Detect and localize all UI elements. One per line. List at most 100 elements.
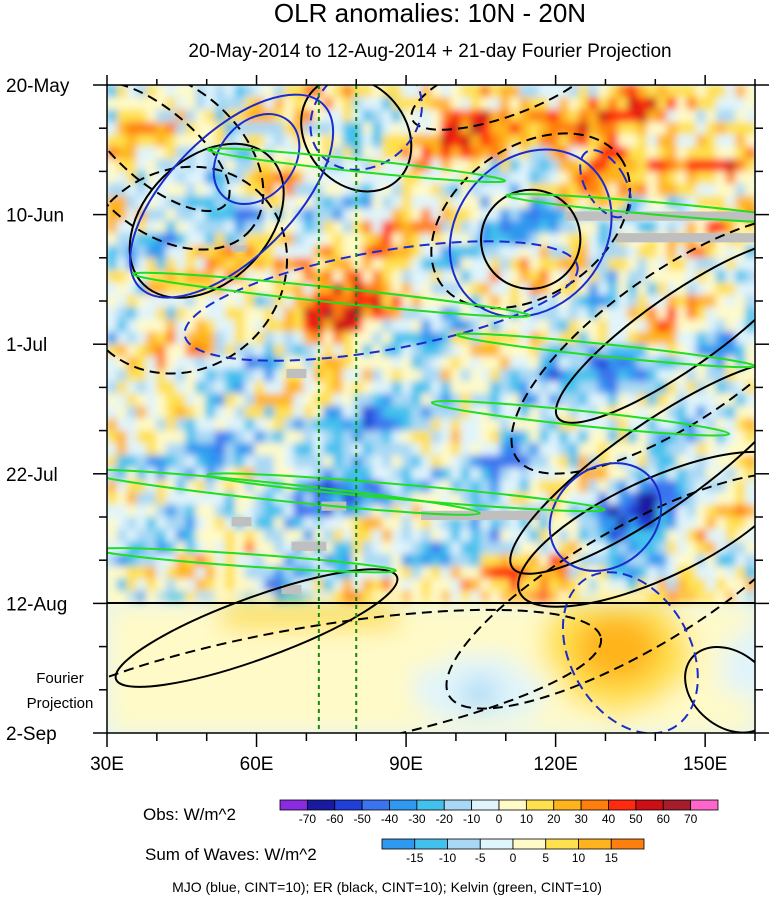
obs-cell bbox=[224, 208, 236, 222]
obs-cell bbox=[676, 578, 688, 593]
obs-cell bbox=[146, 442, 158, 457]
obs-cell bbox=[381, 517, 393, 531]
obs-cell bbox=[205, 319, 216, 333]
projection-cell bbox=[576, 629, 594, 644]
obs-cell bbox=[126, 208, 138, 222]
obs-cell bbox=[715, 282, 727, 296]
obs-cell bbox=[323, 529, 334, 543]
obs-cell bbox=[725, 171, 737, 185]
obs-cell bbox=[401, 97, 413, 111]
obs-cell bbox=[647, 270, 658, 284]
obs-cell bbox=[391, 442, 403, 457]
obs-cell bbox=[352, 245, 364, 259]
projection-cell bbox=[220, 629, 238, 644]
obs-cell bbox=[725, 467, 737, 481]
obs-cell bbox=[136, 319, 148, 333]
obs-cell bbox=[450, 146, 462, 161]
projection-cell bbox=[674, 603, 692, 618]
obs-cell bbox=[568, 307, 580, 321]
obs-cell bbox=[175, 504, 187, 518]
obs-cell bbox=[617, 517, 629, 531]
obs-cell bbox=[107, 294, 118, 309]
obs-cell bbox=[597, 294, 609, 309]
obs-cell bbox=[303, 442, 315, 457]
obs-cell bbox=[725, 430, 737, 444]
obs-cell bbox=[175, 368, 187, 383]
obs-cell bbox=[215, 97, 226, 111]
obs-cell bbox=[725, 257, 737, 272]
obs-cell bbox=[440, 554, 452, 568]
obs-cell bbox=[588, 529, 599, 543]
obs-cell bbox=[450, 97, 462, 111]
obs-colorbar-swatch bbox=[580, 799, 609, 811]
obs-cell bbox=[146, 282, 158, 296]
obs-cell bbox=[715, 405, 727, 420]
obs-cell bbox=[116, 578, 128, 593]
obs-cell bbox=[165, 159, 177, 173]
obs-cell bbox=[401, 146, 413, 161]
projection-cell bbox=[479, 694, 497, 709]
obs-cell bbox=[283, 245, 295, 259]
obs-cell bbox=[460, 159, 472, 173]
obs-cell bbox=[735, 517, 747, 531]
obs-cell bbox=[627, 455, 639, 469]
obs-cell bbox=[617, 381, 629, 395]
obs-cell bbox=[637, 381, 648, 395]
obs-cell bbox=[637, 479, 648, 494]
obs-cell bbox=[656, 430, 668, 444]
obs-cell bbox=[372, 393, 383, 407]
projection-cell bbox=[155, 668, 173, 683]
obs-cell bbox=[597, 455, 609, 469]
obs-cell bbox=[391, 307, 403, 321]
obs-cell bbox=[323, 405, 334, 420]
obs-cell bbox=[470, 307, 482, 321]
obs-cell bbox=[293, 183, 305, 198]
obs-cell bbox=[254, 171, 266, 185]
obs-cell bbox=[705, 245, 717, 259]
obs-cell bbox=[548, 171, 560, 185]
obs-cell bbox=[283, 344, 295, 358]
obs-cell bbox=[362, 430, 374, 444]
obs-cell bbox=[509, 109, 521, 124]
projection-cell bbox=[155, 707, 173, 722]
obs-cell bbox=[676, 529, 688, 543]
obs-cell bbox=[431, 319, 442, 333]
projection-cell bbox=[738, 603, 755, 618]
obs-cell bbox=[637, 442, 648, 457]
obs-cell bbox=[705, 307, 717, 321]
obs-cell bbox=[745, 554, 755, 568]
obs-cell bbox=[637, 270, 648, 284]
obs-cell bbox=[342, 368, 354, 383]
projection-cell bbox=[431, 603, 449, 618]
obs-cell bbox=[597, 331, 609, 346]
waves-colorbar-swatch bbox=[512, 838, 547, 850]
obs-cell bbox=[509, 233, 521, 247]
obs-cell bbox=[460, 319, 472, 333]
projection-cell bbox=[220, 616, 238, 631]
obs-cell bbox=[696, 146, 707, 161]
projection-cell bbox=[252, 694, 270, 709]
obs-cell bbox=[431, 208, 442, 222]
projection-cell bbox=[301, 668, 319, 683]
obs-cell bbox=[617, 479, 629, 494]
obs-cell bbox=[323, 196, 334, 210]
obs-cell bbox=[735, 294, 747, 309]
obs-cell bbox=[244, 356, 256, 370]
obs-cell bbox=[480, 566, 491, 580]
obs-cell bbox=[293, 418, 305, 432]
obs-cell bbox=[273, 257, 285, 272]
obs-cell bbox=[126, 245, 138, 259]
obs-cell bbox=[470, 109, 482, 124]
obs-cell bbox=[293, 381, 305, 395]
projection-cell bbox=[722, 681, 740, 696]
projection-cell bbox=[333, 668, 351, 683]
obs-cell bbox=[607, 159, 619, 173]
obs-cell bbox=[686, 344, 698, 358]
obs-cell bbox=[529, 467, 540, 481]
y-tick-label: 12-Aug bbox=[6, 594, 67, 615]
obs-cell bbox=[165, 479, 177, 494]
waves-colorbar-level-label: -10 bbox=[439, 851, 457, 865]
obs-cell bbox=[715, 566, 727, 580]
obs-cell bbox=[293, 282, 305, 296]
obs-colorbar-swatch bbox=[389, 799, 418, 811]
